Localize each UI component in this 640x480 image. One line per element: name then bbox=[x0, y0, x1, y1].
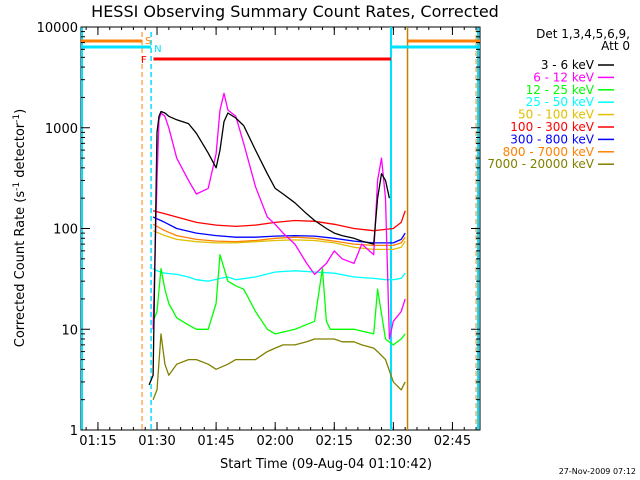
x-tick-label: 02:00 bbox=[256, 434, 293, 449]
legend-label: 3 - 6 keV bbox=[541, 58, 595, 72]
axes: 01:15 01:30 01:45 02:00 02:15 02:30 02:45 1 10 10… bbox=[37, 21, 480, 449]
footer-date: 27-Nov-2009 07:12 bbox=[559, 467, 636, 476]
x-tick-label: 01:45 bbox=[197, 434, 234, 449]
series-line-3 bbox=[152, 268, 406, 282]
x-tick-label: 02:30 bbox=[375, 434, 412, 449]
legend-label: 6 - 12 keV bbox=[533, 70, 595, 84]
y-axis-label: Corrected Count Rate (s-1 detector-1) bbox=[12, 109, 28, 347]
series-line-8 bbox=[152, 333, 406, 400]
series-line-6 bbox=[152, 216, 406, 244]
x-tick-label: 01:30 bbox=[138, 434, 175, 449]
legend-label: 25 - 50 keV bbox=[526, 95, 595, 109]
series-line-7 bbox=[152, 223, 406, 247]
y-tick-label: 100 bbox=[53, 223, 78, 238]
legend-label: 100 - 300 keV bbox=[510, 120, 594, 134]
y-tick-label: 10 bbox=[61, 323, 78, 338]
legend-header-line-2: Att 0 bbox=[601, 39, 630, 53]
y-tick-label: 1000 bbox=[45, 122, 78, 137]
x-tick-label: 02:15 bbox=[316, 434, 353, 449]
legend-label: 50 - 100 keV bbox=[518, 108, 595, 122]
series-line-1 bbox=[152, 92, 406, 340]
legend-label: 300 - 800 keV bbox=[510, 132, 594, 146]
plot-frame bbox=[80, 26, 481, 431]
x-axis-label: Start Time (09-Aug-04 01:10:42) bbox=[220, 457, 432, 472]
series-line-4 bbox=[152, 230, 406, 251]
flag-f-label: F bbox=[141, 55, 147, 66]
series-line-0 bbox=[148, 110, 391, 386]
plot-area: SNF bbox=[81, 27, 480, 430]
legend-label: 12 - 25 keV bbox=[526, 83, 595, 97]
legend-label: 7000 - 20000 keV bbox=[487, 157, 594, 171]
series-line-5 bbox=[152, 210, 406, 232]
legend-label: 800 - 7000 keV bbox=[503, 145, 595, 159]
x-tick-label: 01:15 bbox=[79, 434, 116, 449]
flag-n-label: N bbox=[154, 44, 161, 55]
legend-header-line-1: Det 1,3,4,5,6,9, bbox=[536, 27, 630, 41]
y-tick-label: 1 bbox=[70, 424, 78, 439]
flag-s-label: S bbox=[145, 36, 151, 47]
y-tick-label: 10000 bbox=[37, 21, 78, 36]
series-line-2 bbox=[152, 254, 406, 346]
chart-title: HESSI Observing Summary Count Rates, Cor… bbox=[91, 2, 499, 21]
x-tick-label: 02:45 bbox=[434, 434, 471, 449]
